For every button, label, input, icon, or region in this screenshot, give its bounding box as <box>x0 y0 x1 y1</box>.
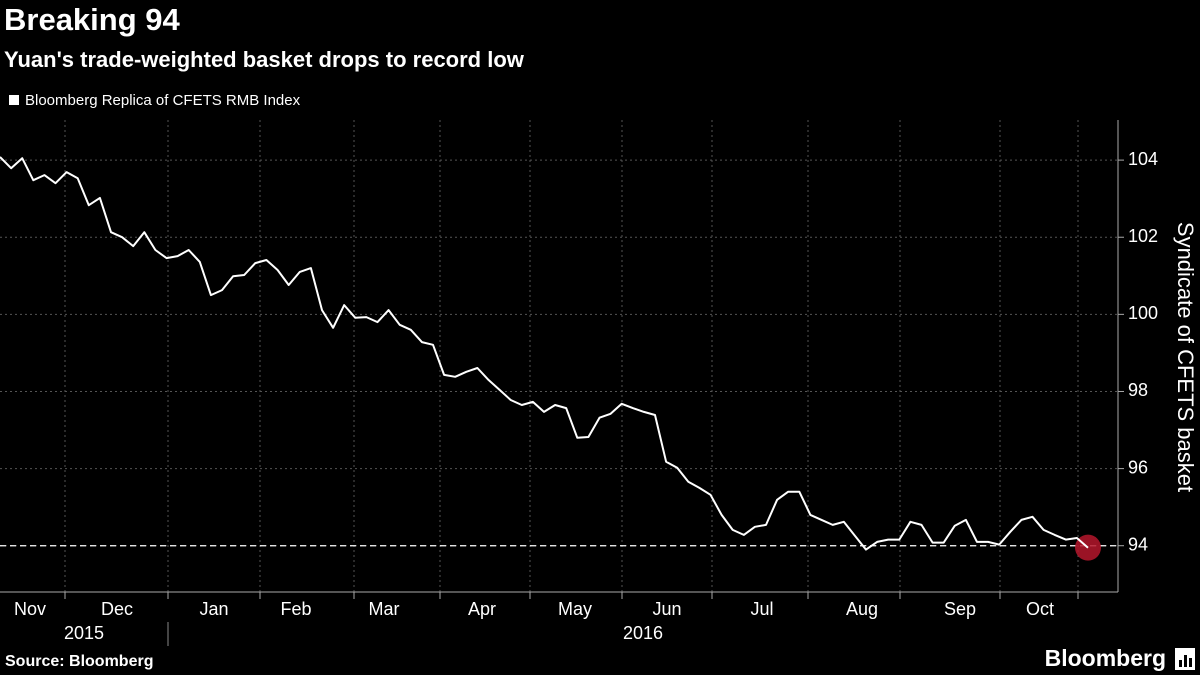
line <box>0 156 1089 551</box>
chart-subtitle: Yuan's trade-weighted basket drops to re… <box>4 47 525 72</box>
source: Source: Bloomberg <box>5 653 153 670</box>
x-tick-label: Sep <box>944 599 976 619</box>
year-label: 2015 <box>64 623 104 643</box>
x-tick-label: Jul <box>750 599 773 619</box>
brand-icon <box>1175 648 1195 670</box>
x-tick-label: Jun <box>652 599 681 619</box>
y-tick-label: 104 <box>1128 149 1158 169</box>
y-tick-label: 100 <box>1128 303 1158 323</box>
x-tick-label: Apr <box>468 599 496 619</box>
y-tick-label: 102 <box>1128 226 1158 246</box>
x-tick-label: Nov <box>14 599 46 619</box>
brand-logo: Bloomberg <box>1045 645 1166 671</box>
x-tick-label: Jan <box>199 599 228 619</box>
x-tick-label: May <box>558 599 592 619</box>
x-tick-label: Feb <box>280 599 311 619</box>
legend-label: Bloomberg Replica of CFETS RMB Index <box>25 92 301 109</box>
x-tick-label: Mar <box>369 599 400 619</box>
y-axis-title: Syndicate of CFETS basket <box>1173 222 1198 492</box>
year-label: 2016 <box>623 623 663 643</box>
y-tick-label: 96 <box>1128 457 1148 477</box>
y-tick-label: 94 <box>1128 534 1148 554</box>
x-tick-label: Dec <box>101 599 133 619</box>
chart-title: Breaking 94 <box>4 2 181 37</box>
legend-swatch <box>9 95 19 105</box>
x-tick-label: Aug <box>846 599 878 619</box>
x-tick-label: Oct <box>1026 599 1054 619</box>
y-tick-label: 98 <box>1128 380 1148 400</box>
